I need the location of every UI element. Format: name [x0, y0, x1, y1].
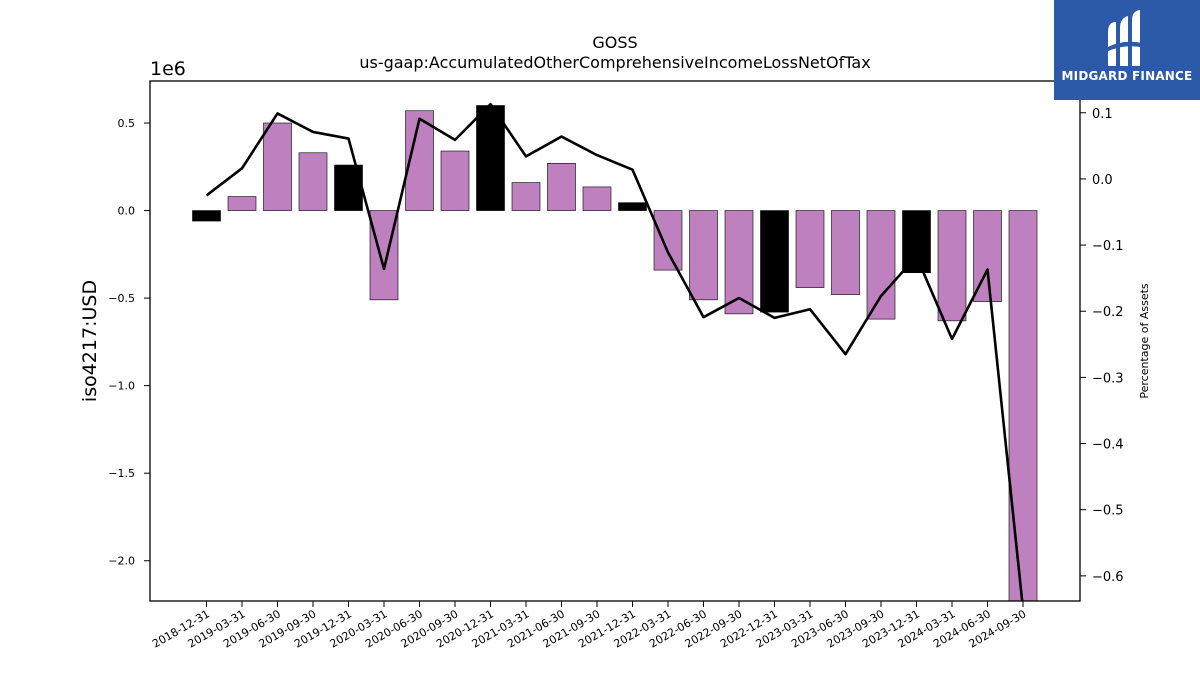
y-tick-label: −2.0	[108, 555, 135, 568]
y-axis-left: 0.5 0.0 −0.5 −1.0 −1.5 −2.0	[108, 117, 150, 568]
bar-2020-12-31	[476, 105, 505, 211]
y2-tick-label: −0.1	[1092, 239, 1124, 254]
chart-subtitle: us-gaap:AccumulatedOtherComprehensiveInc…	[359, 53, 870, 72]
bar-2023-09-30	[866, 210, 896, 320]
y-tick-label: 0.5	[118, 117, 136, 130]
y2-tick-label: −0.2	[1092, 305, 1124, 320]
y2-tick-label: −0.5	[1092, 504, 1124, 519]
y-axis-label: iso4217:USD	[79, 280, 101, 402]
y-tick-label: −0.5	[108, 292, 135, 305]
y2-tick-label: −0.4	[1092, 438, 1124, 453]
bar-2018-12-31	[192, 210, 221, 222]
plot-frame	[149, 80, 1081, 602]
percentage-of-assets-line	[205, 102, 1024, 601]
y2-tick-label: −0.6	[1092, 570, 1124, 585]
y2-tick-label: 0.1	[1092, 107, 1113, 122]
y-offset-label: 1e6	[150, 58, 186, 80]
bar-2020-09-30	[440, 150, 470, 211]
brand-logo: MIDGARD FINANCE	[1054, 0, 1200, 100]
x-axis: 2018-12-312019-03-312019-06-302019-09-30…	[150, 601, 1029, 651]
bar-2022-12-31	[760, 210, 789, 313]
bars-layer	[192, 105, 1038, 602]
bar-2021-03-31	[511, 182, 541, 211]
bar-2022-03-31	[653, 210, 683, 271]
bar-2022-09-30	[724, 210, 754, 315]
bar-2022-06-30	[689, 210, 718, 301]
y-tick-label: −1.5	[108, 467, 135, 480]
midgard-logo-icon	[1106, 10, 1146, 66]
chart-title: GOSS	[592, 33, 637, 52]
bar-2024-03-31	[937, 210, 967, 322]
bar-2023-03-31	[795, 210, 825, 288]
bar-2019-06-30	[263, 122, 292, 211]
bar-2021-12-31	[618, 202, 647, 211]
y-tick-label: −1.0	[108, 380, 135, 393]
bar-2021-09-30	[582, 186, 612, 211]
y2-tick-label: 0.0	[1092, 173, 1113, 188]
bar-2019-03-31	[227, 196, 257, 211]
bar-2024-09-30	[1008, 210, 1038, 602]
logo-text: MIDGARD FINANCE	[1061, 69, 1193, 83]
y-axis-right: 0.1 0.0 −0.1 −0.2 −0.3 −0.4 −0.5 −0.6	[1080, 107, 1124, 585]
bar-2021-06-30	[547, 162, 576, 211]
bar-2019-09-30	[298, 152, 328, 211]
line-layer	[205, 102, 1024, 601]
y-tick-label: 0.0	[118, 205, 136, 218]
y2-tick-label: −0.3	[1092, 371, 1124, 386]
y2-axis-label: Percentage of Assets	[1138, 283, 1151, 399]
bar-2023-12-31	[902, 210, 931, 274]
bar-2023-06-30	[831, 210, 860, 295]
